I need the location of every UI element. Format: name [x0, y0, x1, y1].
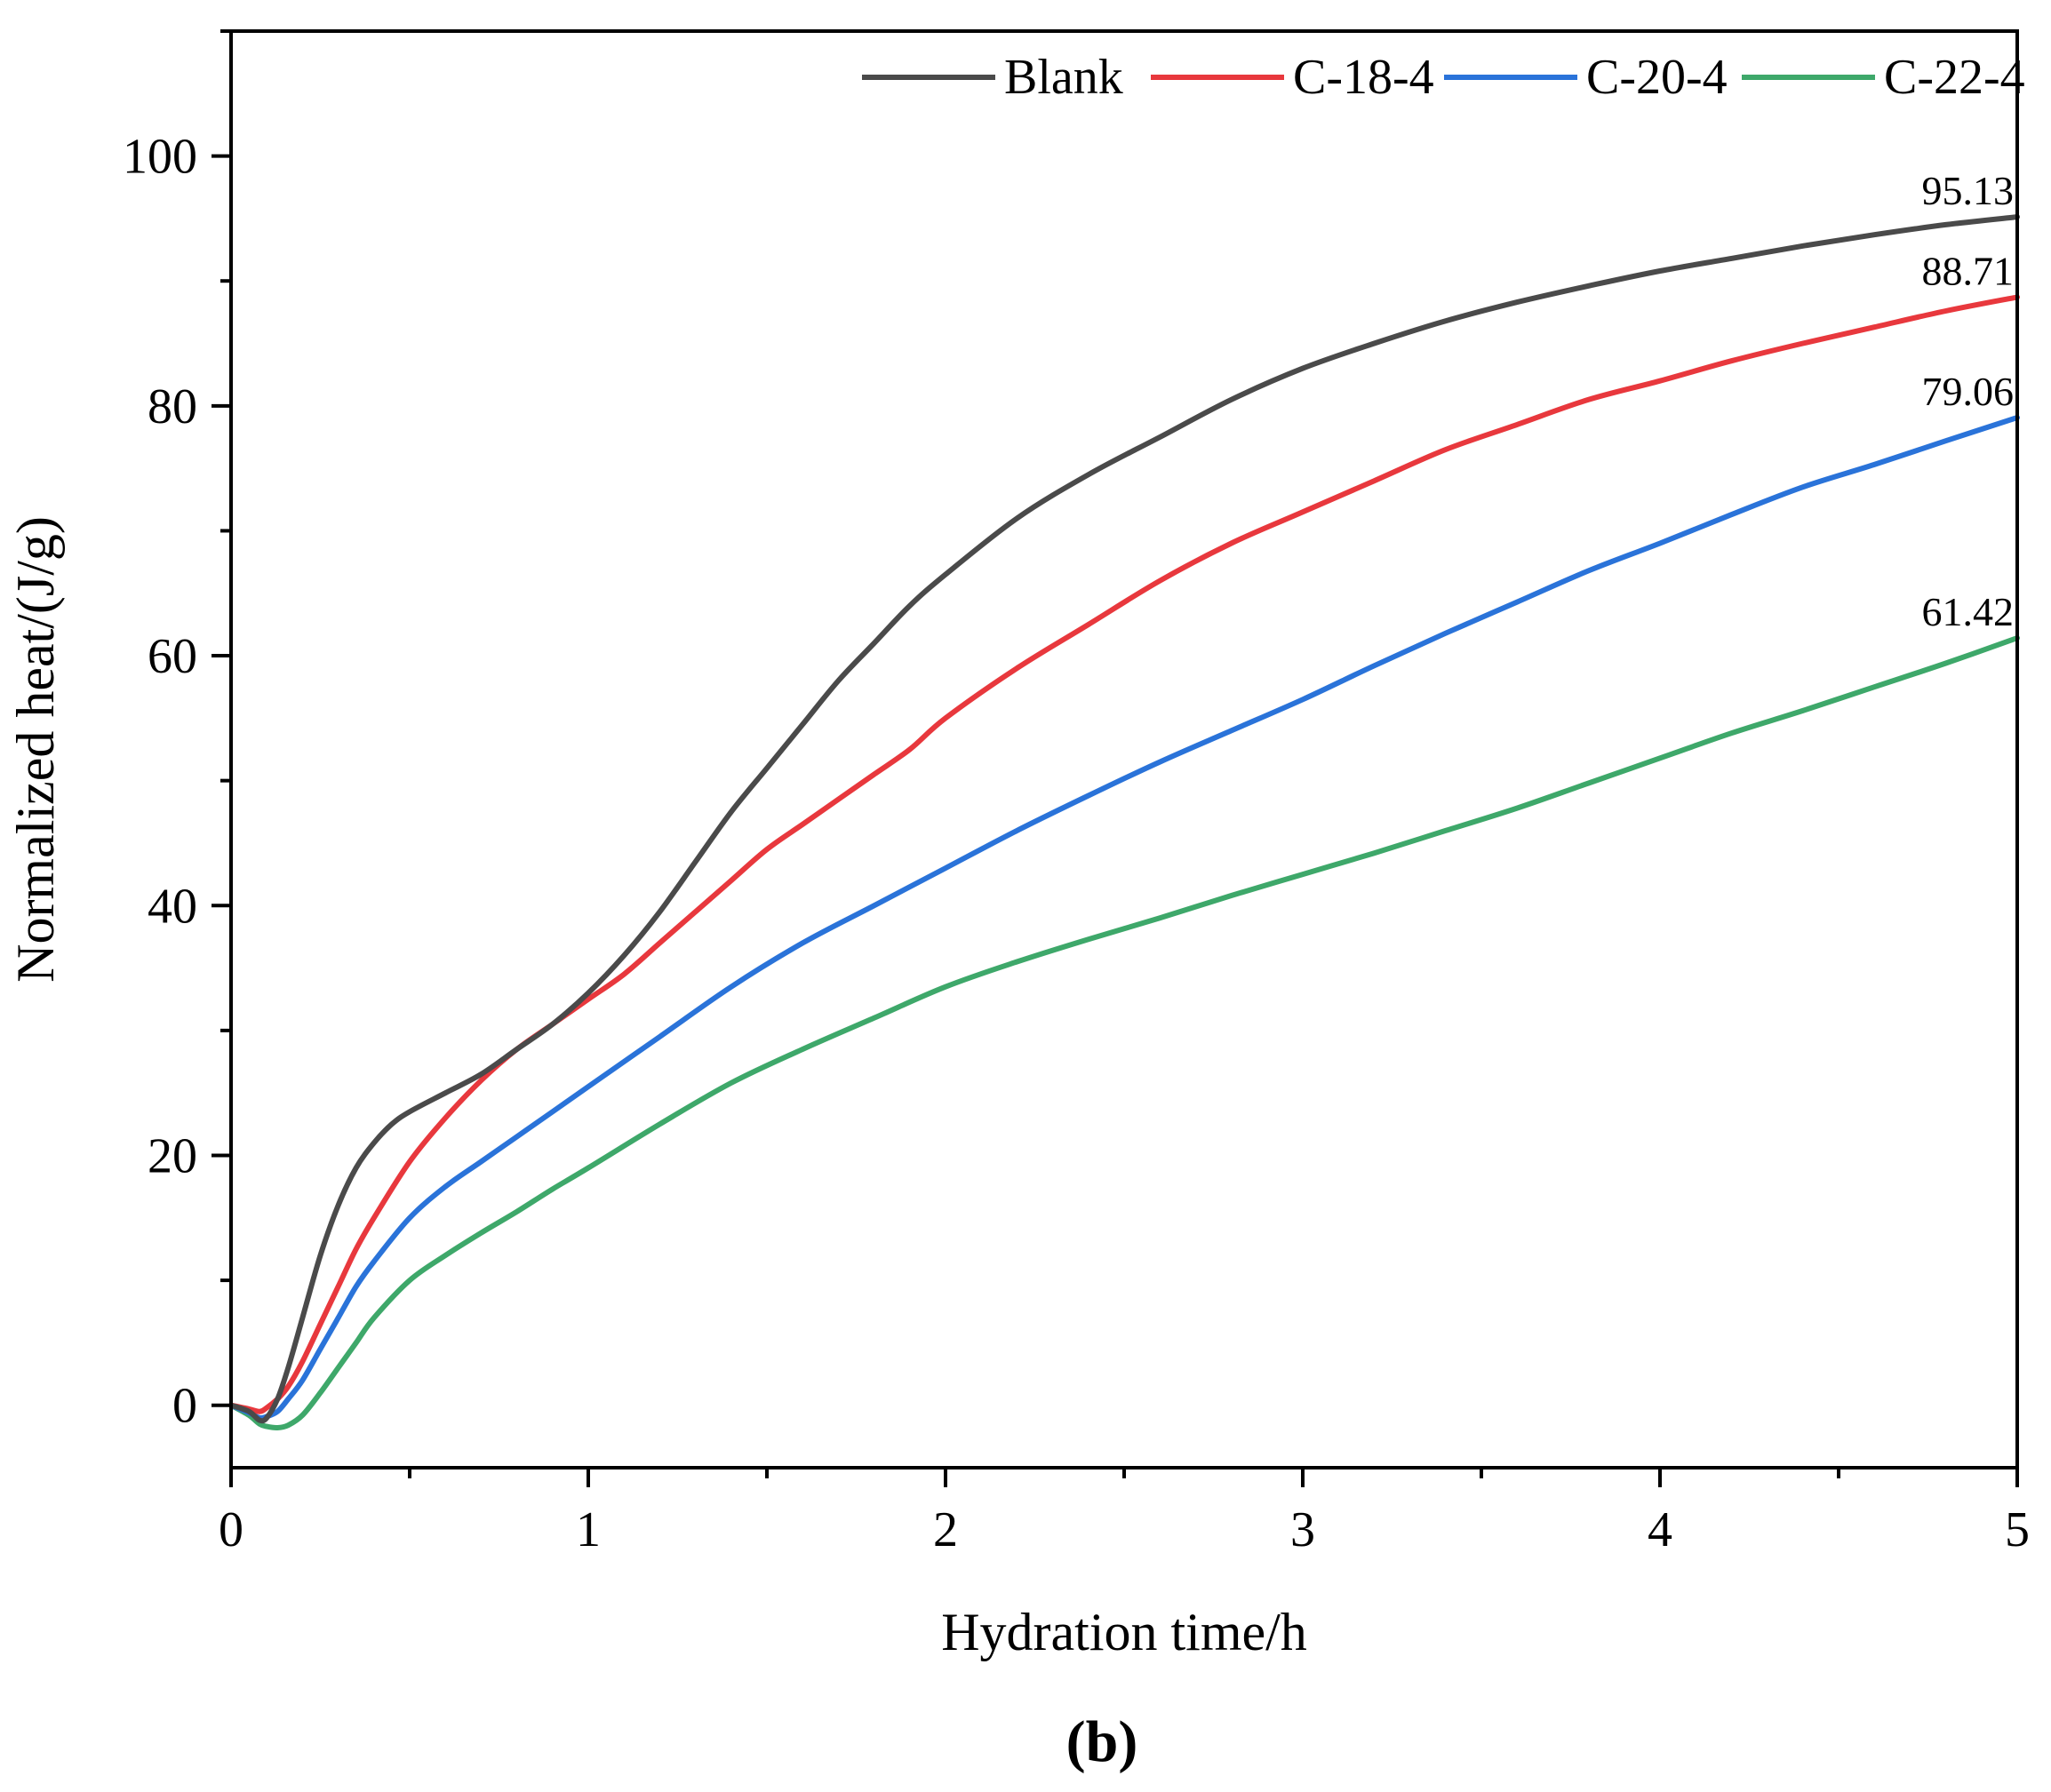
end-value-labels: 95.13 88.71 79.06 61.42 [1922, 168, 2015, 634]
axes: 0 1 2 3 4 5 0 20 40 60 80 100 [123, 29, 2030, 1557]
legend-label-blank: Blank [1004, 50, 1123, 105]
y-tick-label: 0 [172, 1379, 197, 1434]
end-label-c-20-4: 79.06 [1922, 369, 2015, 414]
y-tick-label: 80 [148, 379, 197, 434]
y-tick-label: 100 [123, 130, 197, 185]
x-tick-label: 2 [933, 1502, 958, 1557]
legend-label-c-18-4: C-18-4 [1293, 50, 1434, 105]
x-axis-title: Hydration time/h [941, 1603, 1307, 1661]
end-label-c-18-4: 88.71 [1922, 248, 2015, 293]
series-lines [228, 214, 2020, 1431]
end-label-blank: 95.13 [1922, 168, 2015, 213]
series-line-blank [228, 214, 2020, 1424]
legend-label-c-22-4: C-22-4 [1884, 50, 2025, 105]
x-tick-label: 0 [219, 1502, 243, 1557]
y-tick-label: 40 [148, 879, 197, 934]
x-tick-label: 5 [2005, 1502, 2030, 1557]
y-axis-title: Normalized heat/(J/g) [6, 516, 65, 983]
legend: Blank C-18-4 C-20-4 C-22-4 [862, 50, 2025, 105]
legend-label-c-20-4: C-20-4 [1586, 50, 1728, 105]
x-tick-label: 3 [1290, 1502, 1315, 1557]
series-line-c-22-4 [228, 635, 2020, 1431]
y-tick-label: 60 [148, 629, 197, 684]
y-tick-label: 20 [148, 1128, 197, 1183]
x-tick-label: 1 [576, 1502, 601, 1557]
panel-label: (b) [1066, 1709, 1138, 1774]
series-line-c-20-4 [228, 415, 2020, 1422]
end-label-c-22-4: 61.42 [1922, 589, 2015, 634]
x-tick-label: 4 [1648, 1502, 1672, 1557]
series-line-c-18-4 [228, 294, 2020, 1414]
labels: Hydration time/h Normalized heat/(J/g) (… [6, 516, 1307, 1774]
